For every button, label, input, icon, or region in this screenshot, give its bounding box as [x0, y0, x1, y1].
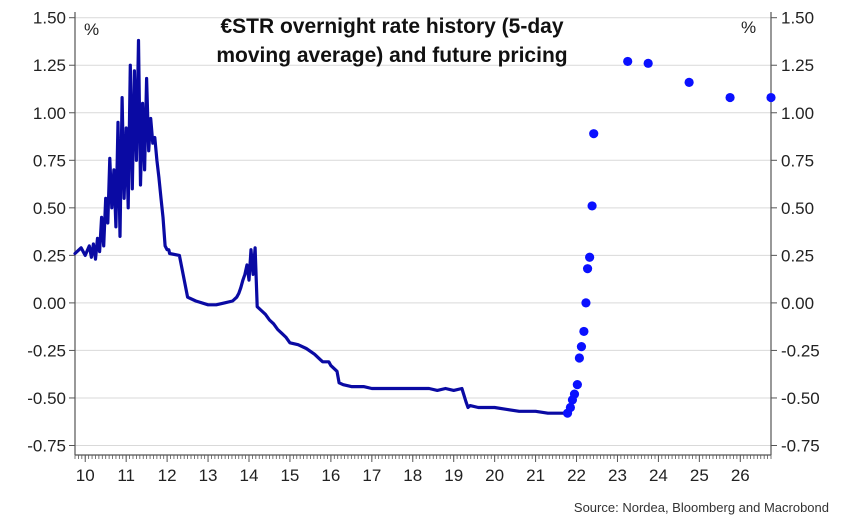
chart-title-line-2: moving average) and future pricing: [216, 44, 567, 67]
y-tick-label-right: 1.00: [781, 104, 814, 123]
source-note: Source: Nordea, Bloomberg and Macrobond: [574, 500, 829, 515]
futures-point-11: [587, 201, 597, 211]
y-tick-label-right: -0.50: [781, 389, 820, 408]
y-tick-label-left: 1.25: [33, 56, 66, 75]
y-tick-label-left: 0.50: [33, 199, 66, 218]
right-unit-label: %: [741, 18, 756, 37]
futures-point-8: [581, 298, 591, 308]
y-tick-label-left: -0.25: [27, 341, 66, 360]
x-tick-label: 22: [567, 466, 586, 485]
futures-point-9: [582, 264, 593, 274]
y-tick-label-right: 1.50: [781, 9, 814, 28]
futures-point-4: [572, 380, 582, 390]
y-tick-label-left: 0.75: [33, 151, 66, 170]
x-tick-label: 25: [690, 466, 709, 485]
y-tick-label-left: 0.00: [33, 294, 66, 313]
chart-title: €STR overnight rate history (5-day movin…: [216, 15, 567, 67]
y-axis-left-ticks: 1.50 1.25 1.00 0.75 0.50 0.25 0.00 -0.25 -0.50 -0…: [27, 9, 75, 455]
futures-point-7: [579, 326, 589, 337]
x-tick-label: 24: [649, 466, 668, 485]
x-tick-label: 18: [403, 466, 422, 485]
y-tick-label-left: -0.50: [27, 389, 66, 408]
history-line: [73, 38, 568, 415]
x-tick-label: 26: [731, 466, 750, 485]
y-tick-label-right: 0.00: [781, 294, 814, 313]
futures-point-12: [589, 129, 599, 139]
futures-point-17: [766, 92, 776, 103]
x-tick-label: 23: [608, 466, 627, 485]
y-tick-label-right: -0.75: [781, 436, 820, 455]
y-axis-right-ticks: 1.50 1.25 1.00 0.75 0.50 0.25 0.00 -0.25 -0.50 -0…: [771, 9, 820, 455]
futures-point-1: [565, 402, 575, 413]
futures-point-13: [623, 56, 633, 67]
left-unit-label: %: [84, 20, 99, 39]
y-tick-label-left: 1.00: [33, 104, 66, 123]
y-tick-label-right: 0.75: [781, 151, 814, 170]
x-tick-label: 14: [240, 466, 259, 485]
y-tick-label-left: 1.50: [33, 9, 66, 28]
y-tick-label-left: 0.25: [33, 246, 66, 265]
y-tick-label-right: 0.25: [781, 246, 814, 265]
gridlines: [75, 17, 771, 446]
futures-point-15: [684, 77, 694, 87]
futures-point-16: [725, 92, 735, 103]
y-tick-label-right: 1.25: [781, 56, 814, 75]
y-tick-label-left: -0.75: [27, 436, 66, 455]
x-tick-label: 20: [485, 466, 504, 485]
futures-series: [562, 56, 776, 418]
x-tick-label: 19: [444, 466, 463, 485]
x-tick-label: 17: [362, 466, 381, 485]
futures-point-5: [574, 353, 584, 363]
futures-point-3: [569, 389, 580, 399]
x-axis-ticks: 10 11 12 13 14 15 16 17 18 19 20 21 22 23 24 25 26: [74, 455, 772, 485]
chart-title-line-1: €STR overnight rate history (5-day: [220, 15, 563, 38]
x-tick-label: 16: [321, 466, 340, 485]
y-tick-label-right: -0.25: [781, 341, 820, 360]
x-tick-label: 10: [76, 466, 95, 485]
x-tick-label: 13: [199, 466, 218, 485]
futures-point-6: [576, 342, 587, 352]
futures-point-14: [643, 58, 653, 68]
history-series: [73, 38, 568, 415]
x-tick-label: 21: [526, 466, 545, 485]
x-tick-label: 15: [280, 466, 299, 485]
y-tick-label-right: 0.50: [781, 199, 814, 218]
x-tick-label: 12: [158, 466, 177, 485]
futures-point-10: [585, 252, 595, 262]
x-tick-label: 11: [117, 466, 135, 485]
